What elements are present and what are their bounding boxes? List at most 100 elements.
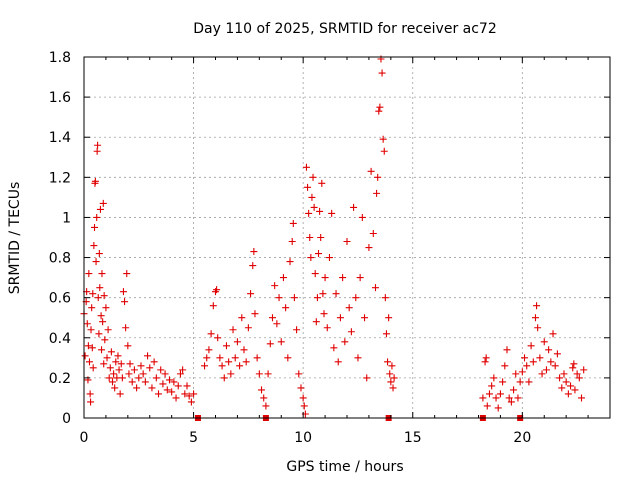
data-point <box>371 284 379 292</box>
data-point <box>384 358 392 366</box>
y-tick-label: 0.4 <box>49 331 71 347</box>
data-point <box>152 374 160 382</box>
data-point <box>255 370 263 378</box>
x-tick-label: 10 <box>294 430 312 446</box>
data-point <box>499 378 507 386</box>
data-point <box>222 342 230 350</box>
data-point <box>293 326 301 334</box>
data-point <box>367 167 375 175</box>
y-tick-label: 0.6 <box>49 291 71 307</box>
data-point <box>343 238 351 246</box>
data-point <box>90 242 98 250</box>
data-point <box>385 314 393 322</box>
data-point <box>105 374 113 382</box>
data-point <box>286 258 294 266</box>
data-point <box>369 229 377 237</box>
data-point <box>305 209 313 217</box>
data-point <box>350 203 358 211</box>
data-point <box>216 354 224 362</box>
x-axis-ticks: 0 5 10 15 20 <box>80 57 589 446</box>
data-point <box>130 366 138 374</box>
data-point <box>157 366 165 374</box>
y-tick-label: 0 <box>62 411 71 427</box>
data-point <box>85 358 93 366</box>
grid-lines <box>84 57 610 418</box>
data-point <box>542 366 550 374</box>
data-point <box>213 286 221 294</box>
data-point <box>570 360 578 368</box>
y-axis-label: SRMTID / TECUs <box>7 182 23 295</box>
data-point <box>135 374 143 382</box>
data-point <box>388 362 396 370</box>
y-tick-label: 1.4 <box>49 130 71 146</box>
data-point <box>102 304 110 312</box>
data-point <box>187 398 195 406</box>
data-point <box>89 364 97 372</box>
data-point <box>356 274 364 282</box>
data-point <box>97 312 105 320</box>
data-point <box>159 380 167 388</box>
data-point <box>334 358 342 366</box>
data-point <box>271 282 279 290</box>
data-point <box>300 402 308 410</box>
data-point <box>533 302 541 310</box>
data-point <box>284 354 292 362</box>
data-point <box>510 386 518 394</box>
data-point <box>352 294 360 302</box>
data-point <box>315 250 323 258</box>
data-point <box>100 360 108 368</box>
data-point <box>89 290 97 298</box>
data-point <box>163 386 171 394</box>
data-point <box>96 205 104 213</box>
data-point <box>253 354 261 362</box>
data-point <box>181 390 189 398</box>
data-point <box>374 173 382 181</box>
data-point <box>308 193 316 201</box>
data-point <box>146 364 154 372</box>
data-point <box>174 382 182 390</box>
data-point <box>93 213 101 221</box>
data-point <box>183 382 191 390</box>
data-point <box>205 346 213 354</box>
data-point <box>273 320 281 328</box>
data-point <box>85 270 93 278</box>
data-point <box>150 358 158 366</box>
data-point <box>521 354 529 362</box>
data-point <box>148 384 156 392</box>
data-point <box>518 368 526 376</box>
data-point <box>505 394 513 402</box>
data-point <box>330 344 338 352</box>
data-point <box>108 378 116 386</box>
data-point <box>376 103 384 111</box>
data-point <box>375 107 383 115</box>
y-tick-label: 1.8 <box>49 50 71 66</box>
data-point <box>203 354 211 362</box>
data-point <box>126 360 134 368</box>
data-point <box>207 330 215 338</box>
data-point <box>249 262 257 270</box>
data-point <box>94 294 102 302</box>
data-point <box>373 189 381 197</box>
data-point <box>110 370 118 378</box>
data-point <box>507 398 515 406</box>
data-point <box>88 304 96 312</box>
data-point <box>122 324 130 332</box>
data-point <box>514 394 522 402</box>
data-point <box>387 378 395 386</box>
data-point <box>86 390 94 398</box>
data-point <box>98 346 106 354</box>
y-tick-label: 1.6 <box>49 90 71 106</box>
data-point <box>580 366 588 374</box>
data-point <box>229 326 237 334</box>
data-point <box>104 326 112 334</box>
data-point <box>540 338 548 346</box>
data-point <box>289 219 297 227</box>
data-point <box>275 294 283 302</box>
data-point <box>81 352 89 360</box>
data-point <box>304 183 312 191</box>
data-point <box>231 354 239 362</box>
data-point <box>87 398 95 406</box>
data-point <box>295 370 303 378</box>
data-point <box>128 378 136 386</box>
data-point <box>512 370 520 378</box>
